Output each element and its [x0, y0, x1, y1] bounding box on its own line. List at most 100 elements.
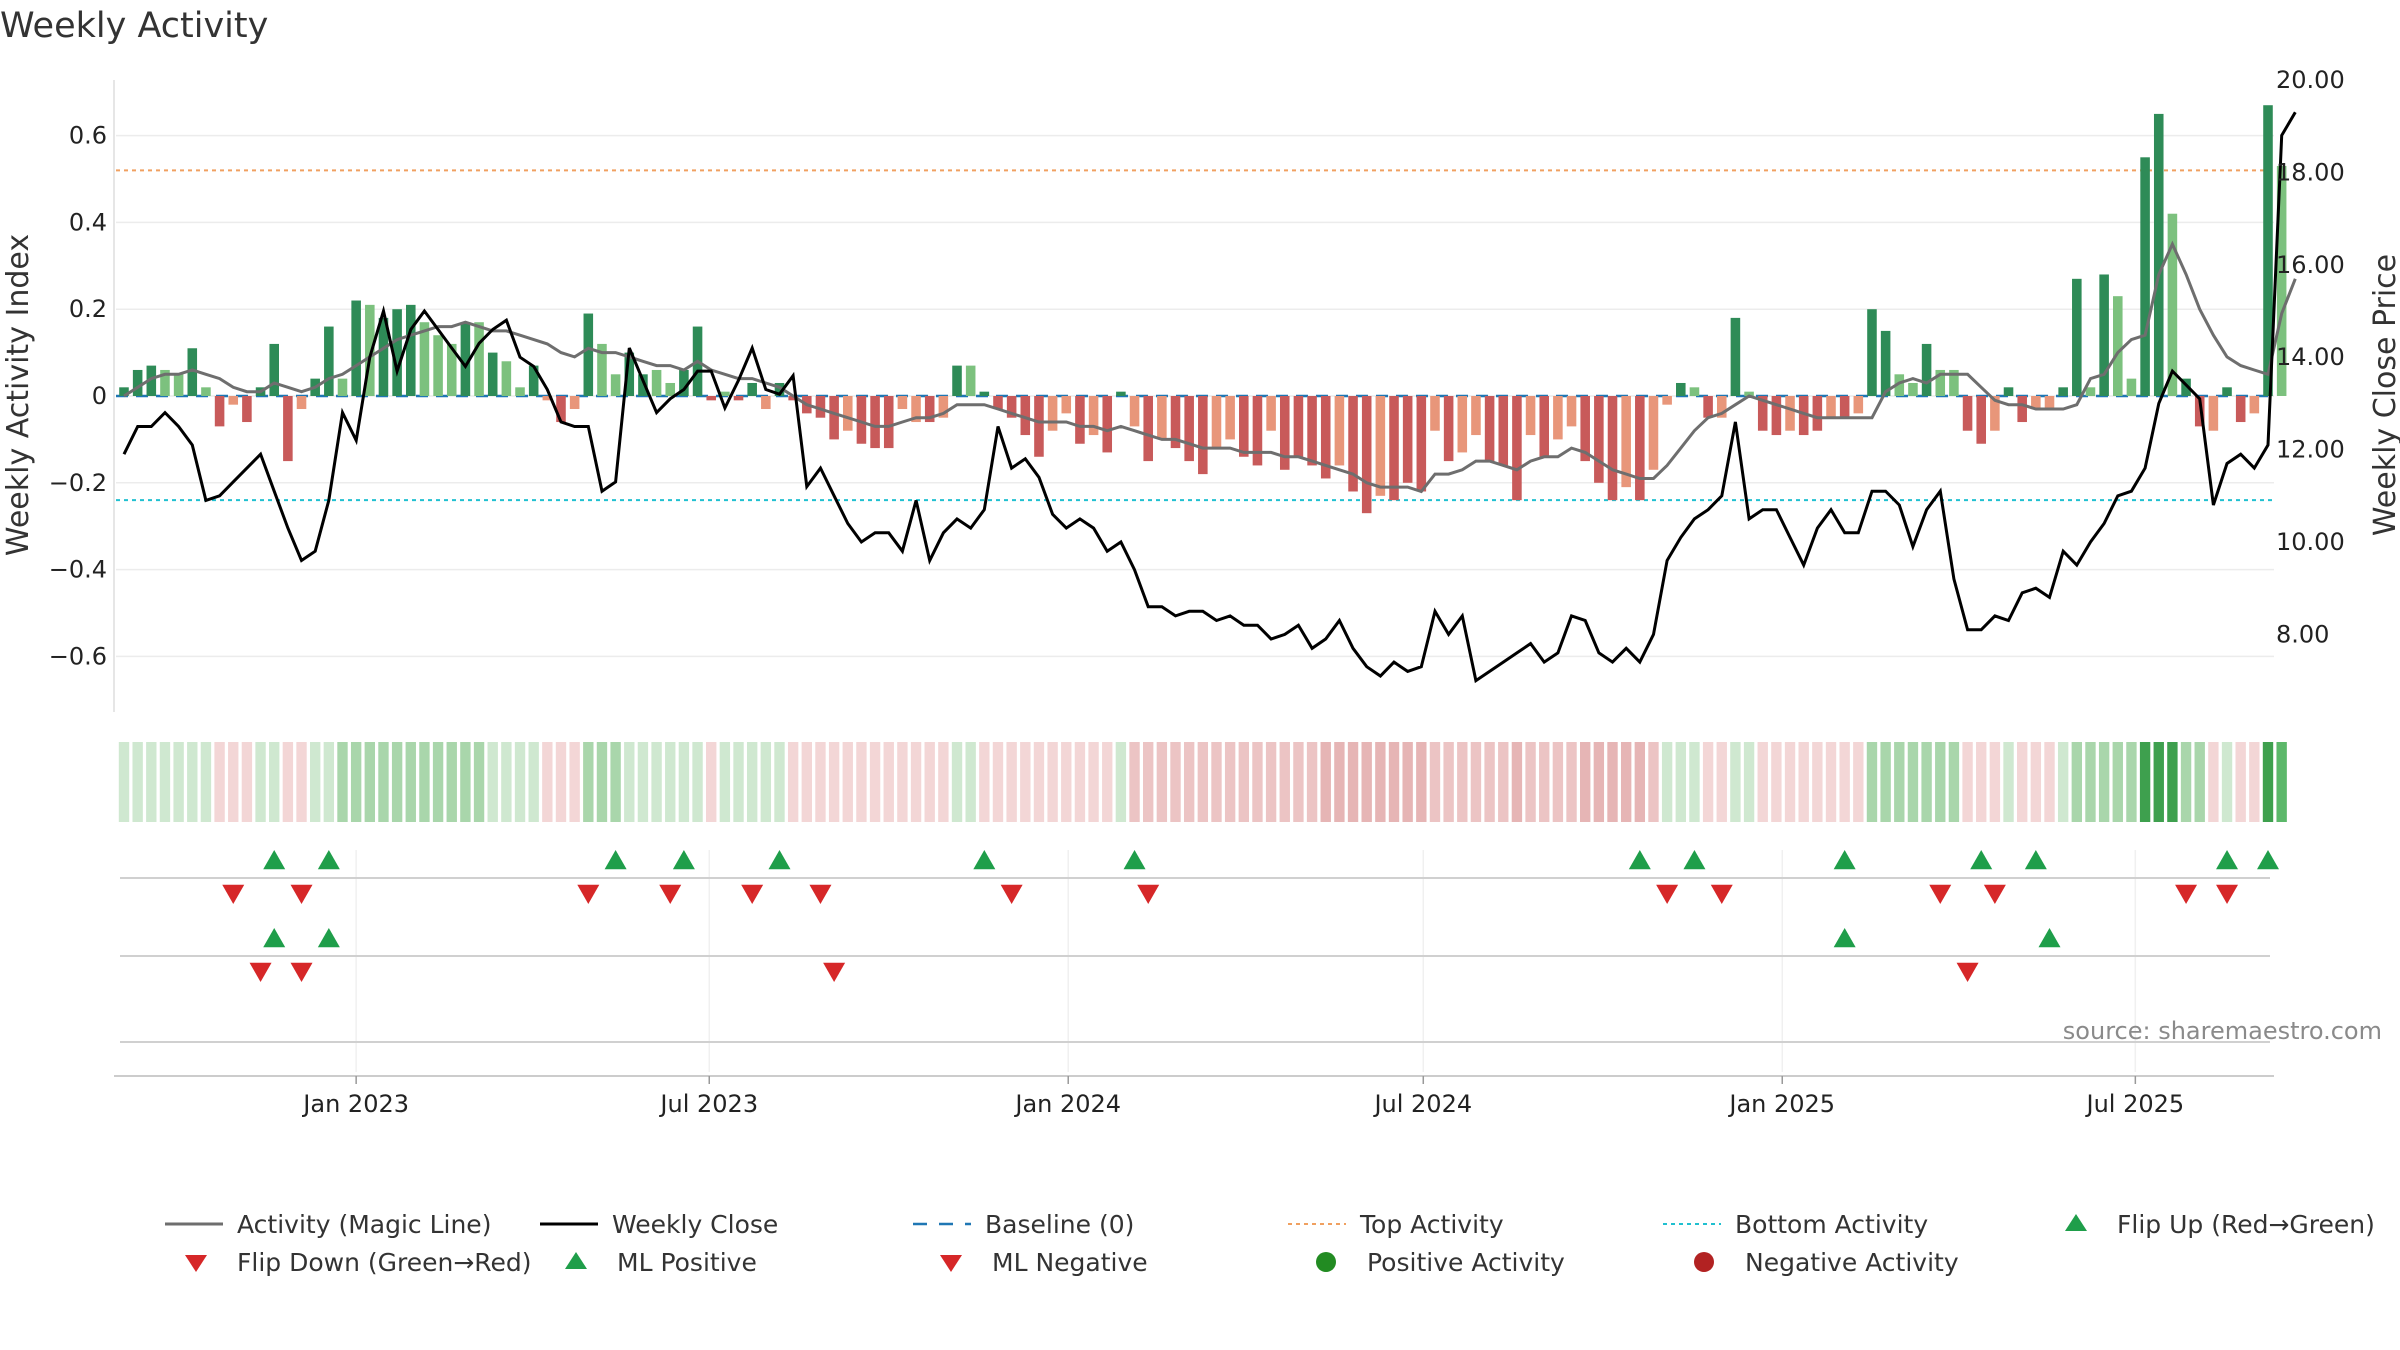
activity-bar [1908, 382, 1918, 396]
flip-down-marker [1656, 884, 1679, 904]
activity-bar [201, 387, 211, 396]
activity-bar [1225, 396, 1235, 440]
activity-bar [1348, 396, 1358, 492]
heat-strip-cell [1921, 742, 1932, 822]
heat-strip-cell [2017, 742, 2028, 822]
heat-strip-cell [1620, 742, 1632, 822]
activity-bar [283, 396, 293, 462]
activity-bar [1757, 396, 1768, 431]
heat-strip-cell [938, 742, 949, 822]
flip-down-marker [1929, 884, 1952, 904]
heat-strip-cell [2030, 742, 2042, 822]
activity-bar [460, 322, 471, 396]
activity-bar [2072, 278, 2082, 396]
activity-bar [1853, 396, 1864, 414]
activity-bar [160, 369, 170, 396]
legend-label: Positive Activity [1367, 1248, 1565, 1277]
heat-strip-cell [501, 742, 512, 822]
activity-bar [1607, 396, 1618, 501]
activity-bar [1976, 396, 1987, 444]
activity-bar [774, 382, 785, 396]
heat-strip-cell [1183, 742, 1195, 822]
legend-item: Baseline (0) [913, 1210, 1134, 1239]
heat-strip-cell [2221, 742, 2233, 822]
heat-strip-cell [1825, 742, 1837, 822]
legend-item: Flip Up (Red→Green) [2065, 1210, 2375, 1239]
heat-strip-cell [1457, 742, 1468, 822]
activity-bar [1088, 396, 1099, 436]
heat-strip-cell [1580, 742, 1591, 822]
heat-strip-cell [1429, 742, 1441, 822]
activity-bar [2222, 387, 2232, 396]
heat-strip-cell [1020, 742, 1031, 822]
flip-up-marker [1833, 850, 1856, 870]
activity-bars [119, 105, 2287, 514]
activity-bar [2194, 396, 2205, 427]
activity-bar [952, 365, 962, 396]
heat-strip-cell [1320, 742, 1331, 822]
activity-bar [2003, 387, 2014, 396]
activity-bar [1744, 391, 1754, 396]
activity-bar [1894, 374, 1905, 396]
chart-title: Weekly Activity [0, 6, 269, 46]
heat-strip-cell [897, 742, 908, 822]
legend-swatch [185, 1255, 207, 1272]
heat-strip-cell [1115, 742, 1127, 822]
heat-strip-cell [1224, 742, 1236, 822]
y-tick-label: −0.4 [49, 556, 107, 584]
heat-strip-cell [1839, 742, 1850, 822]
activity-bar [1730, 317, 1741, 396]
y-tick-label: 0.2 [69, 295, 107, 323]
heat-strip-cell [569, 742, 580, 822]
x-tick-label: Jan 2023 [301, 1090, 409, 1118]
activity-bar [1689, 387, 1700, 396]
activity-bar [487, 352, 498, 396]
activity-bar [501, 361, 512, 396]
legend-swatch [565, 1252, 587, 1269]
activity-bar [1430, 396, 1440, 431]
heat-strip-cell [924, 742, 935, 822]
heat-strip-cell [1989, 742, 2001, 822]
activity-bar [1239, 396, 1249, 457]
flip-down-marker [741, 884, 764, 904]
activity-bar [378, 317, 389, 396]
activity-bar [1034, 396, 1044, 457]
activity-bar [173, 374, 184, 396]
activity-bar [1621, 396, 1631, 488]
heat-strip-cell [2126, 742, 2137, 822]
heat-strip-cell [1470, 742, 1482, 822]
heat-strip-cell [1716, 742, 1727, 822]
activity-bar [856, 396, 867, 444]
activity-bar [1143, 396, 1153, 462]
heat-strip-cell [1730, 742, 1741, 822]
legend-label: Bottom Activity [1735, 1210, 1928, 1239]
heat-strip-cell [2085, 742, 2096, 822]
magic-line [123, 240, 2297, 494]
heat-strip-cell [296, 742, 307, 822]
ml-negative-marker [290, 962, 313, 982]
heat-strip-cell [2057, 742, 2069, 822]
y-axis-label: Weekly Activity Index [1, 234, 36, 556]
y-tick-label: −0.6 [49, 642, 107, 670]
heat-strip-cell [1661, 742, 1673, 822]
heat-strip-cell [1771, 742, 1782, 822]
activity-bar [187, 348, 198, 396]
activity-bar [1935, 369, 1946, 396]
activity-bar [569, 396, 580, 410]
activity-bar [665, 382, 676, 396]
y2-axis-label: Weekly Close Price [2368, 254, 2400, 536]
y2-tick-label: 8.00 [2276, 620, 2329, 648]
heat-strip-cell [378, 742, 389, 822]
legend-label: Negative Activity [1745, 1248, 1959, 1277]
source-label: source: sharemaestro.com [2063, 1017, 2382, 1045]
flip-down-marker [222, 884, 245, 904]
heat-strip-cell [1293, 742, 1304, 822]
legend-item: Flip Down (Green→Red) [185, 1248, 532, 1277]
heat-strip-cell [746, 742, 758, 822]
heat-strip-cell [910, 742, 922, 822]
activity-bar [897, 396, 908, 410]
activity-bar [624, 352, 635, 396]
flip-up-marker [672, 850, 695, 870]
legend-swatch [1316, 1252, 1336, 1272]
activity-bar [651, 369, 662, 396]
